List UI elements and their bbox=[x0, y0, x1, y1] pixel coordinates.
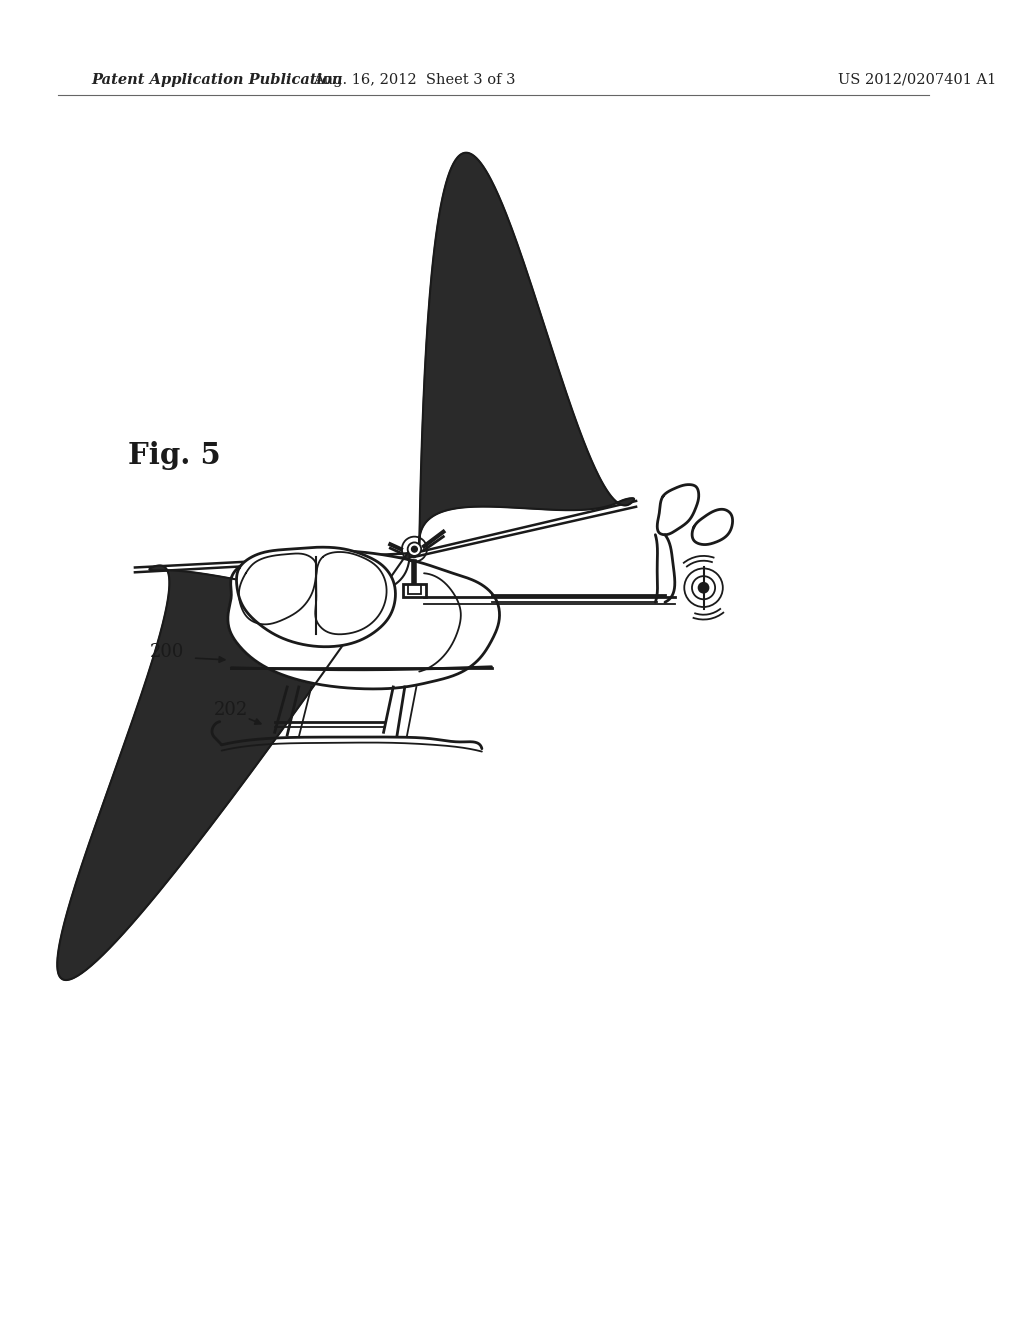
Polygon shape bbox=[419, 153, 634, 548]
Circle shape bbox=[698, 583, 709, 593]
Text: Aug. 16, 2012  Sheet 3 of 3: Aug. 16, 2012 Sheet 3 of 3 bbox=[313, 73, 516, 87]
Text: 200: 200 bbox=[150, 643, 183, 661]
Circle shape bbox=[408, 543, 421, 556]
Text: Patent Application Publication: Patent Application Publication bbox=[91, 73, 343, 87]
Polygon shape bbox=[57, 550, 410, 979]
Text: Fig. 5: Fig. 5 bbox=[128, 441, 221, 470]
Text: US 2012/0207401 A1: US 2012/0207401 A1 bbox=[839, 73, 996, 87]
Polygon shape bbox=[692, 510, 732, 545]
Polygon shape bbox=[237, 548, 395, 647]
Polygon shape bbox=[228, 550, 500, 689]
Bar bbox=[408, 585, 421, 594]
Text: 202: 202 bbox=[214, 701, 248, 719]
Polygon shape bbox=[657, 484, 698, 535]
Bar bbox=[402, 583, 426, 598]
Circle shape bbox=[412, 546, 418, 552]
